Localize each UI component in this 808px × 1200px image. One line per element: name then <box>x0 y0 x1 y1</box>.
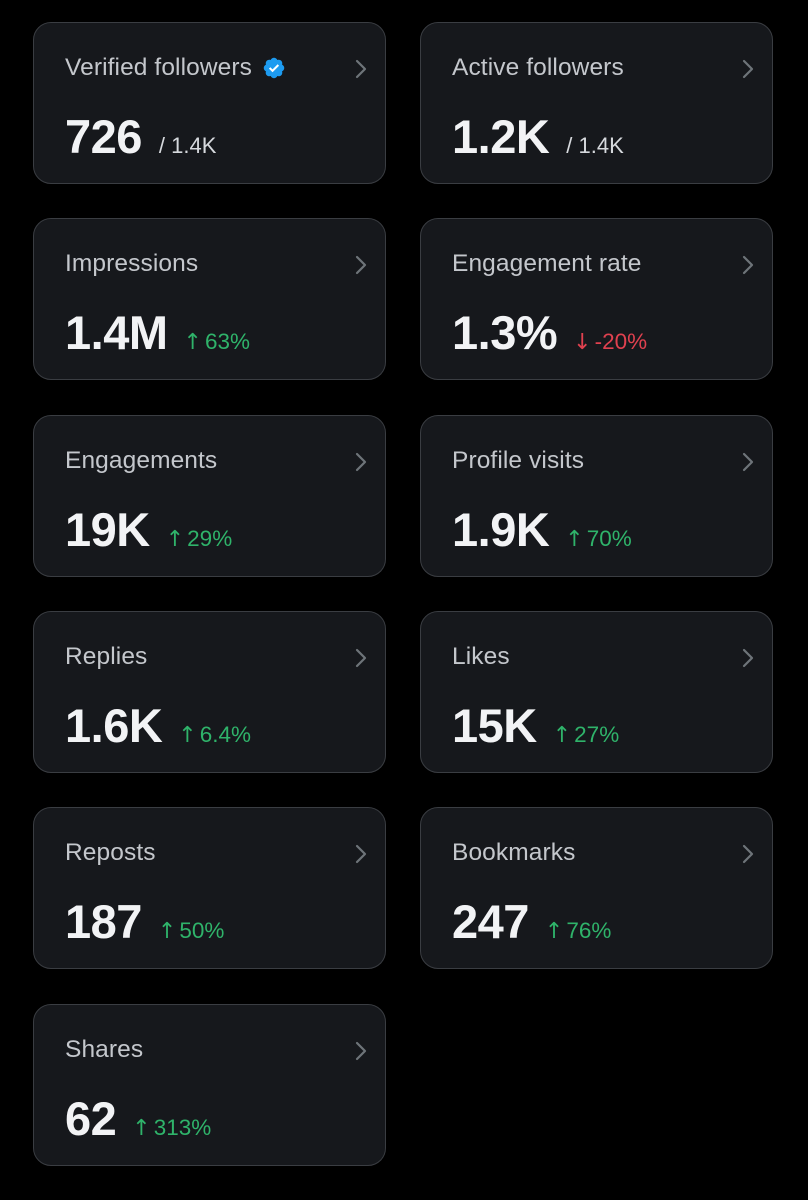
metric-card-engagement-rate[interactable]: Engagement rate 1.3% ↓ -20% <box>420 218 773 380</box>
arrow-up-icon: ↑ <box>157 919 177 944</box>
metric-label-text: Engagements <box>65 447 218 474</box>
metric-delta-value: 76% <box>566 918 612 943</box>
chevron-right-icon <box>742 452 754 472</box>
metric-label-text: Engagement rate <box>452 250 642 277</box>
metric-label-text: Replies <box>65 643 148 670</box>
metric-value-row: 15K ↑ 27% <box>452 698 619 753</box>
chevron-right-icon <box>355 648 367 668</box>
chevron-right-icon <box>355 844 367 864</box>
metric-label: Bookmarks <box>452 839 575 867</box>
metric-delta-value: 27% <box>574 722 620 747</box>
metric-value: 62 <box>65 1092 117 1145</box>
metric-value: 1.4M <box>65 306 168 359</box>
metric-total: / 1.4K <box>158 133 217 158</box>
chevron-right-icon <box>355 452 367 472</box>
metric-label: Verified followers <box>65 54 286 82</box>
metric-label: Reposts <box>65 839 156 867</box>
metric-label: Impressions <box>65 250 198 278</box>
metric-card-verified-followers[interactable]: Verified followers 726 / 1.4K <box>33 22 386 184</box>
metric-delta: ↑ 63% <box>184 329 250 355</box>
metric-value-row: 726 / 1.4K <box>65 109 216 164</box>
metric-label-text: Verified followers <box>65 54 252 81</box>
metric-delta: ↑ 6.4% <box>178 722 251 748</box>
metric-value-row: 187 ↑ 50% <box>65 894 224 949</box>
metric-card-reposts[interactable]: Reposts 187 ↑ 50% <box>33 807 386 969</box>
metric-card-impressions[interactable]: Impressions 1.4M ↑ 63% <box>33 218 386 380</box>
metric-delta-value: -20% <box>594 329 648 354</box>
metric-delta-value: 70% <box>586 526 632 551</box>
metric-delta: ↑ 50% <box>158 918 224 944</box>
arrow-up-icon: ↑ <box>552 723 572 748</box>
metric-label: Profile visits <box>452 447 584 475</box>
arrow-up-icon: ↑ <box>565 527 584 552</box>
chevron-right-icon <box>742 59 754 79</box>
metric-value-row: 1.6K ↑ 6.4% <box>65 698 251 753</box>
metric-label: Engagement rate <box>452 250 641 278</box>
metric-label-text: Likes <box>452 643 510 670</box>
metric-delta: ↑ 29% <box>166 526 232 552</box>
metric-label-text: Profile visits <box>452 447 585 474</box>
metric-label-text: Shares <box>65 1036 144 1063</box>
metric-label: Shares <box>65 1036 143 1064</box>
arrow-up-icon: ↑ <box>183 330 202 355</box>
metric-delta: ↑ 76% <box>545 918 611 944</box>
arrow-up-icon: ↑ <box>132 1116 151 1141</box>
metric-value: 1.9K <box>452 503 550 556</box>
metric-card-likes[interactable]: Likes 15K ↑ 27% <box>420 611 773 773</box>
metric-value: 1.6K <box>65 699 163 752</box>
metric-card-engagements[interactable]: Engagements 19K ↑ 29% <box>33 415 386 577</box>
chevron-right-icon <box>742 648 754 668</box>
metric-card-bookmarks[interactable]: Bookmarks 247 ↑ 76% <box>420 807 773 969</box>
metric-label-text: Bookmarks <box>452 839 576 866</box>
metric-value: 187 <box>65 895 142 948</box>
metric-card-active-followers[interactable]: Active followers 1.2K / 1.4K <box>420 22 773 184</box>
metric-value-row: 1.4M ↑ 63% <box>65 305 250 360</box>
verified-badge-icon <box>263 57 285 79</box>
metric-label: Likes <box>452 643 510 671</box>
metric-delta: ↓ -20% <box>573 329 647 355</box>
metric-label: Engagements <box>65 447 217 475</box>
metric-value: 15K <box>452 699 537 752</box>
metric-delta: ↑ 70% <box>565 526 631 552</box>
metric-total: / 1.4K <box>566 133 624 158</box>
metric-label: Active followers <box>452 54 624 82</box>
metric-value-row: 247 ↑ 76% <box>452 894 611 949</box>
metric-label-text: Impressions <box>65 250 199 277</box>
metric-label-text: Reposts <box>65 839 156 866</box>
metric-label-text: Active followers <box>452 54 624 81</box>
metric-value-row: 62 ↑ 313% <box>65 1091 211 1146</box>
chevron-right-icon <box>742 844 754 864</box>
metric-delta-value: 313% <box>153 1115 212 1140</box>
metric-delta-value: 6.4% <box>199 722 252 747</box>
metric-value: 726 <box>65 110 142 163</box>
metric-card-shares[interactable]: Shares 62 ↑ 313% <box>33 1004 386 1166</box>
chevron-right-icon <box>355 255 367 275</box>
metric-card-replies[interactable]: Replies 1.6K ↑ 6.4% <box>33 611 386 773</box>
metric-value: 1.2K <box>452 110 550 163</box>
metric-value-row: 1.9K ↑ 70% <box>452 502 632 557</box>
metric-value: 19K <box>65 503 150 556</box>
metric-value-row: 1.3% ↓ -20% <box>452 305 647 360</box>
metric-delta-value: 63% <box>204 329 250 354</box>
metric-card-profile-visits[interactable]: Profile visits 1.9K ↑ 70% <box>420 415 773 577</box>
metric-value-row: 1.2K / 1.4K <box>452 109 624 164</box>
chevron-right-icon <box>355 1041 367 1061</box>
metric-value: 1.3% <box>452 306 558 359</box>
arrow-down-icon: ↓ <box>573 330 592 355</box>
arrow-up-icon: ↑ <box>165 527 185 552</box>
metric-delta-value: 29% <box>187 526 233 551</box>
metric-value-row: 19K ↑ 29% <box>65 502 232 557</box>
arrow-up-icon: ↑ <box>544 919 564 944</box>
metric-delta: ↑ 27% <box>553 722 619 748</box>
metric-delta-value: 50% <box>179 918 225 943</box>
metric-value: 247 <box>452 895 529 948</box>
arrow-up-icon: ↑ <box>178 723 197 748</box>
chevron-right-icon <box>742 255 754 275</box>
metric-delta: ↑ 313% <box>132 1115 211 1141</box>
metric-label: Replies <box>65 643 147 671</box>
chevron-right-icon <box>355 59 367 79</box>
